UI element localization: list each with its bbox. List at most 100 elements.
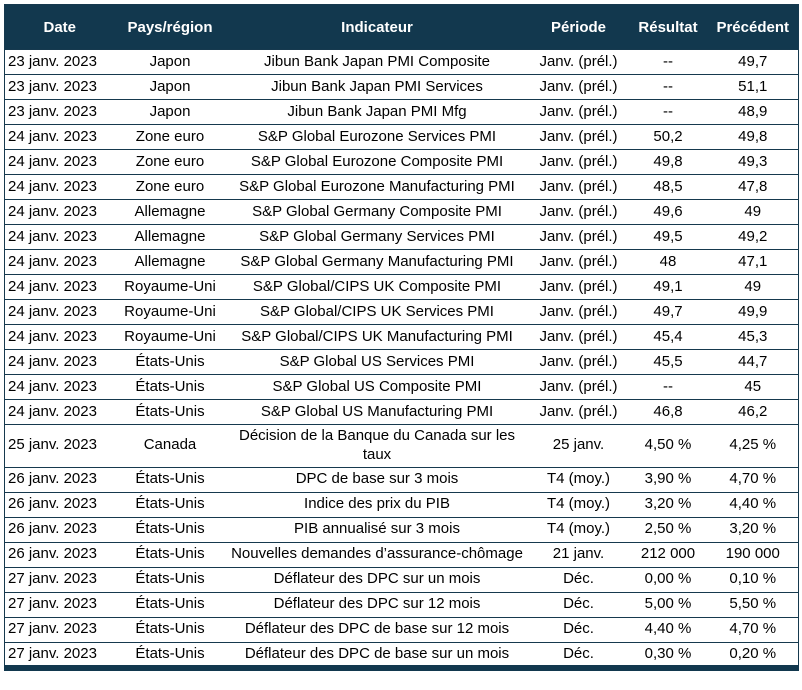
- cell-result: --: [628, 99, 708, 125]
- header-row: Date Pays/région Indicateur Période Résu…: [4, 4, 799, 50]
- cell-result: 0,30 %: [628, 641, 708, 669]
- cell-region: États-Unis: [114, 399, 226, 425]
- cell-region: États-Unis: [114, 349, 226, 375]
- table-row: 23 janv. 2023 Japon Jibun Bank Japan PMI…: [4, 99, 799, 125]
- cell-previous: 5,50 %: [707, 591, 799, 618]
- cell-previous: 47,8: [707, 174, 799, 200]
- cell-indicator: Nouvelles demandes d’assurance-chômage: [225, 541, 529, 568]
- cell-region: Japon: [114, 49, 226, 75]
- cell-indicator: S&P Global US Manufacturing PMI: [225, 399, 529, 425]
- table-row: 23 janv. 2023 Japon Jibun Bank Japan PMI…: [4, 74, 799, 100]
- cell-previous: 49,2: [707, 224, 799, 250]
- cell-previous: 0,10 %: [707, 566, 799, 593]
- cell-indicator: Déflateur des DPC de base sur un mois: [225, 641, 529, 669]
- cell-result: 49,7: [628, 299, 708, 325]
- cell-region: Royaume-Uni: [114, 324, 226, 350]
- cell-indicator: DPC de base sur 3 mois: [225, 466, 529, 493]
- cell-period: Déc.: [528, 566, 629, 593]
- cell-indicator: Indice des prix du PIB: [225, 491, 529, 518]
- cell-indicator: S&P Global/CIPS UK Services PMI: [225, 299, 529, 325]
- cell-date: 23 janv. 2023: [4, 74, 115, 100]
- cell-previous: 51,1: [707, 74, 799, 100]
- cell-result: 2,50 %: [628, 516, 708, 543]
- cell-period: Janv. (prél.): [528, 249, 629, 275]
- cell-result: 4,50 %: [628, 424, 708, 468]
- cell-result: 45,5: [628, 349, 708, 375]
- cell-date: 23 janv. 2023: [4, 99, 115, 125]
- cell-result: 49,5: [628, 224, 708, 250]
- cell-date: 24 janv. 2023: [4, 324, 115, 350]
- cell-period: Déc.: [528, 616, 629, 643]
- cell-date: 26 janv. 2023: [4, 541, 115, 568]
- table-row: 27 janv. 2023 États-Unis Déflateur des D…: [4, 616, 799, 643]
- cell-previous: 49,9: [707, 299, 799, 325]
- table-row: 27 janv. 2023 États-Unis Déflateur des D…: [4, 566, 799, 593]
- cell-date: 25 janv. 2023: [4, 424, 115, 468]
- cell-date: 26 janv. 2023: [4, 516, 115, 543]
- cell-region: Zone euro: [114, 174, 226, 200]
- table-row: 25 janv. 2023 Canada Décision de la Banq…: [4, 424, 799, 468]
- cell-previous: 45: [707, 374, 799, 400]
- cell-period: Janv. (prél.): [528, 374, 629, 400]
- cell-date: 26 janv. 2023: [4, 466, 115, 493]
- cell-result: 3,90 %: [628, 466, 708, 493]
- cell-previous: 4,25 %: [707, 424, 799, 468]
- cell-previous: 44,7: [707, 349, 799, 375]
- cell-date: 24 janv. 2023: [4, 349, 115, 375]
- cell-indicator: S&P Global US Composite PMI: [225, 374, 529, 400]
- cell-period: Janv. (prél.): [528, 49, 629, 75]
- cell-period: T4 (moy.): [528, 516, 629, 543]
- cell-period: Janv. (prél.): [528, 324, 629, 350]
- cell-result: 46,8: [628, 399, 708, 425]
- table-row: 26 janv. 2023 États-Unis Nouvelles deman…: [4, 541, 799, 568]
- cell-date: 24 janv. 2023: [4, 174, 115, 200]
- table-row: 26 janv. 2023 États-Unis PIB annualisé s…: [4, 516, 799, 543]
- table-row: 24 janv. 2023 Royaume-Uni S&P Global/CIP…: [4, 299, 799, 325]
- cell-result: 48: [628, 249, 708, 275]
- cell-indicator: Déflateur des DPC de base sur 12 mois: [225, 616, 529, 643]
- cell-previous: 4,70 %: [707, 616, 799, 643]
- cell-period: 25 janv.: [528, 424, 629, 468]
- cell-indicator: S&P Global/CIPS UK Manufacturing PMI: [225, 324, 529, 350]
- cell-result: 49,1: [628, 274, 708, 300]
- cell-date: 24 janv. 2023: [4, 199, 115, 225]
- cell-period: Janv. (prél.): [528, 224, 629, 250]
- cell-indicator: Décision de la Banque du Canada sur les …: [225, 424, 529, 468]
- cell-region: États-Unis: [114, 591, 226, 618]
- cell-region: États-Unis: [114, 566, 226, 593]
- table-row: 23 janv. 2023 Japon Jibun Bank Japan PMI…: [4, 49, 799, 75]
- cell-previous: 45,3: [707, 324, 799, 350]
- cell-indicator: Jibun Bank Japan PMI Services: [225, 74, 529, 100]
- cell-indicator: Déflateur des DPC sur un mois: [225, 566, 529, 593]
- cell-indicator: S&P Global Eurozone Manufacturing PMI: [225, 174, 529, 200]
- column-header-date: Date: [4, 4, 115, 50]
- cell-previous: 47,1: [707, 249, 799, 275]
- cell-result: 4,40 %: [628, 616, 708, 643]
- cell-previous: 49,3: [707, 149, 799, 175]
- cell-result: 49,6: [628, 199, 708, 225]
- column-header-result: Résultat: [628, 4, 708, 50]
- table-row: 24 janv. 2023 Royaume-Uni S&P Global/CIP…: [4, 274, 799, 300]
- cell-result: 48,5: [628, 174, 708, 200]
- cell-date: 23 janv. 2023: [4, 49, 115, 75]
- cell-result: 45,4: [628, 324, 708, 350]
- cell-date: 27 janv. 2023: [4, 616, 115, 643]
- cell-region: États-Unis: [114, 616, 226, 643]
- cell-indicator: Jibun Bank Japan PMI Composite: [225, 49, 529, 75]
- cell-result: 0,00 %: [628, 566, 708, 593]
- table-row: 24 janv. 2023 Allemagne S&P Global Germa…: [4, 199, 799, 225]
- cell-previous: 3,20 %: [707, 516, 799, 543]
- cell-region: États-Unis: [114, 516, 226, 543]
- cell-region: Japon: [114, 74, 226, 100]
- cell-period: Janv. (prél.): [528, 274, 629, 300]
- cell-previous: 4,40 %: [707, 491, 799, 518]
- cell-result: 49,8: [628, 149, 708, 175]
- cell-date: 24 janv. 2023: [4, 249, 115, 275]
- column-header-previous: Précédent: [707, 4, 799, 50]
- cell-region: Royaume-Uni: [114, 274, 226, 300]
- table-row: 24 janv. 2023 Allemagne S&P Global Germa…: [4, 249, 799, 275]
- cell-indicator: S&P Global/CIPS UK Composite PMI: [225, 274, 529, 300]
- table-row: 24 janv. 2023 États-Unis S&P Global US C…: [4, 374, 799, 400]
- cell-date: 24 janv. 2023: [4, 299, 115, 325]
